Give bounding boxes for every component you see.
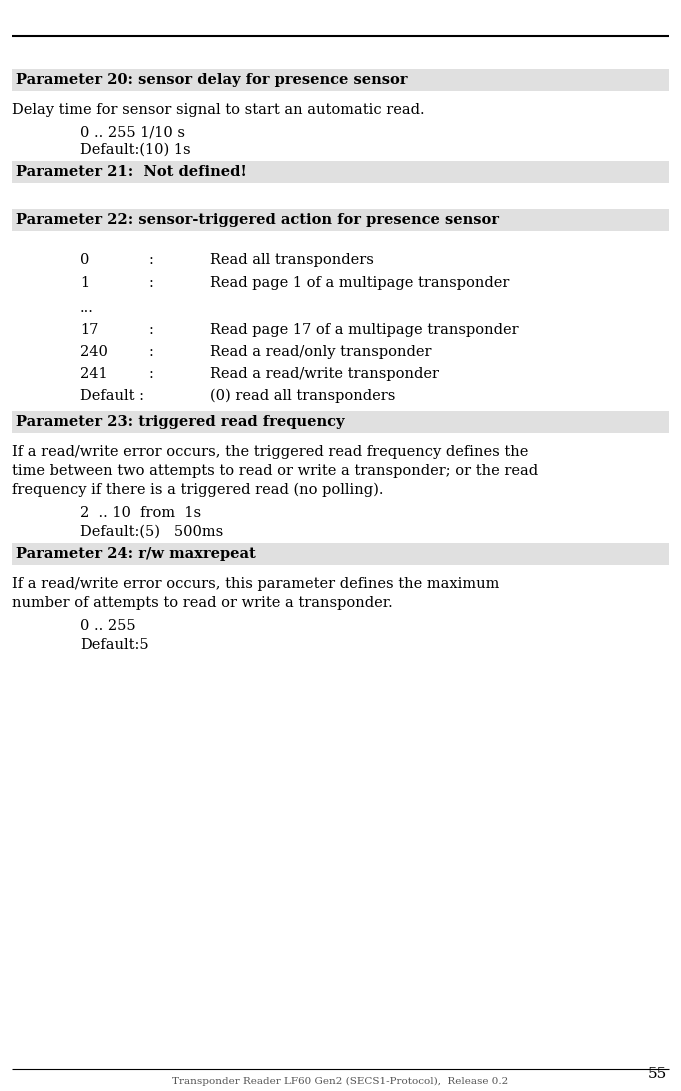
Text: Parameter 21:  Not defined!: Parameter 21: Not defined! xyxy=(16,165,247,179)
Text: 2  .. 10  from  1s: 2 .. 10 from 1s xyxy=(80,506,201,520)
Text: 0: 0 xyxy=(80,253,89,267)
Text: (0) read all transponders: (0) read all transponders xyxy=(210,389,396,404)
Text: 0 .. 255 1/10 s: 0 .. 255 1/10 s xyxy=(80,125,185,139)
Bar xyxy=(12,161,669,183)
Text: :: : xyxy=(148,367,153,381)
Text: Parameter 23: triggered read frequency: Parameter 23: triggered read frequency xyxy=(16,415,345,429)
Text: Read a read/write transponder: Read a read/write transponder xyxy=(210,367,439,381)
Text: 1: 1 xyxy=(80,276,89,290)
Text: frequency if there is a triggered read (no polling).: frequency if there is a triggered read (… xyxy=(12,483,383,497)
Text: Parameter 24: r/w maxrepeat: Parameter 24: r/w maxrepeat xyxy=(16,547,256,561)
Text: :: : xyxy=(148,323,153,337)
Text: Default:5: Default:5 xyxy=(80,638,148,652)
Text: 240: 240 xyxy=(80,345,108,359)
Text: Parameter 20: sensor delay for presence sensor: Parameter 20: sensor delay for presence … xyxy=(16,73,407,87)
Bar xyxy=(12,543,669,565)
Bar xyxy=(12,411,669,433)
Text: :: : xyxy=(148,253,153,267)
Text: :: : xyxy=(148,276,153,290)
Text: :: : xyxy=(148,345,153,359)
Text: 241: 241 xyxy=(80,367,108,381)
Text: ...: ... xyxy=(80,301,94,315)
Text: Default:(5)   500ms: Default:(5) 500ms xyxy=(80,525,223,539)
Text: Read a read/only transponder: Read a read/only transponder xyxy=(210,345,432,359)
Text: Delay time for sensor signal to start an automatic read.: Delay time for sensor signal to start an… xyxy=(12,103,425,117)
Text: 0 .. 255: 0 .. 255 xyxy=(80,619,136,633)
Bar xyxy=(12,209,669,231)
Text: 17: 17 xyxy=(80,323,98,337)
Text: If a read/write error occurs, this parameter defines the maximum: If a read/write error occurs, this param… xyxy=(12,577,499,591)
Text: number of attempts to read or write a transponder.: number of attempts to read or write a tr… xyxy=(12,596,393,610)
Text: time between two attempts to read or write a transponder; or the read: time between two attempts to read or wri… xyxy=(12,464,538,478)
Text: 55: 55 xyxy=(648,1067,667,1081)
Text: If a read/write error occurs, the triggered read frequency defines the: If a read/write error occurs, the trigge… xyxy=(12,445,528,459)
Text: Default :: Default : xyxy=(80,389,144,403)
Text: Transponder Reader LF60 Gen2 (SECS1-Protocol),  Release 0.2: Transponder Reader LF60 Gen2 (SECS1-Prot… xyxy=(172,1077,509,1086)
Text: Read page 17 of a multipage transponder: Read page 17 of a multipage transponder xyxy=(210,323,519,337)
Text: Read all transponders: Read all transponders xyxy=(210,253,374,267)
Text: Default:(10) 1s: Default:(10) 1s xyxy=(80,143,191,157)
Bar xyxy=(12,69,669,91)
Text: Read page 1 of a multipage transponder: Read page 1 of a multipage transponder xyxy=(210,276,509,290)
Text: Parameter 22: sensor-triggered action for presence sensor: Parameter 22: sensor-triggered action fo… xyxy=(16,213,499,227)
